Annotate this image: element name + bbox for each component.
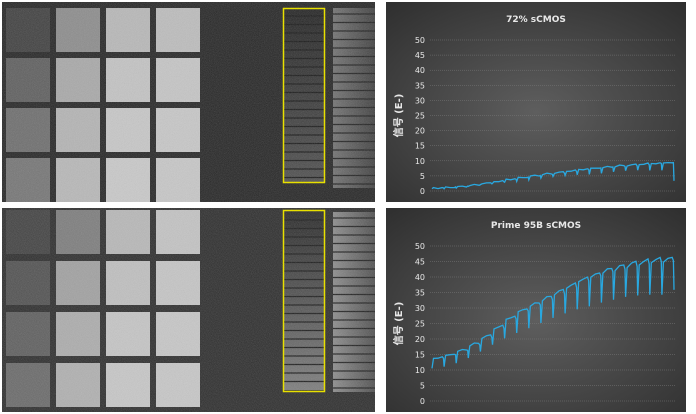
- highlight-box: [282, 7, 326, 184]
- chart-background: [386, 208, 686, 412]
- sensor-image-top-svg: [2, 2, 375, 202]
- y-tick-label: 0: [420, 187, 425, 196]
- sensor-image-bottom: [2, 208, 375, 412]
- signal-series-line: [431, 256, 675, 369]
- chart-72-scmos-svg: 72% sCMOS 0 5 10 15 20 25 30 35 40 45 50 信号 (E-): [386, 2, 686, 202]
- y-tick-label: 5: [420, 382, 425, 391]
- y-tick-label: 40: [415, 66, 425, 75]
- chart-gridlines: [430, 39, 676, 192]
- y-tick-label: 30: [415, 304, 425, 313]
- chart-72-scmos: 72% sCMOS 0 5 10 15 20 25 30 35 40 45 50 信号 (E-): [386, 2, 686, 202]
- sensor-image-bottom-svg: [2, 208, 375, 412]
- sensor-noise: [2, 2, 375, 202]
- y-tick-label: 15: [415, 142, 425, 151]
- y-tick-label: 45: [415, 258, 425, 267]
- y-tick-label: 10: [415, 366, 425, 375]
- sensor-noise: [2, 208, 375, 412]
- y-axis-label: 信号 (E-): [392, 94, 405, 138]
- chart-title: 72% sCMOS: [506, 15, 566, 25]
- y-tick-label: 10: [415, 157, 425, 166]
- sensor-image-top: [2, 2, 375, 202]
- y-tick-label: 35: [415, 289, 425, 298]
- highlight-box: [282, 209, 326, 393]
- y-tick-label: 25: [415, 320, 425, 329]
- y-tick-label: 20: [415, 127, 425, 136]
- chart-background: [386, 2, 686, 202]
- y-tick-label: 5: [420, 172, 425, 181]
- y-tick-label: 15: [415, 351, 425, 360]
- chart-prime-95b: Prime 95B sCMOS 0 5 10 15 20 25 30 35 40 45 50 信号 …: [386, 208, 686, 412]
- chart-prime-95b-svg: Prime 95B sCMOS 0 5 10 15 20 25 30 35 40 45 50 信号 …: [386, 208, 686, 412]
- y-tick-label: 40: [415, 273, 425, 282]
- signal-series-line: [431, 161, 675, 190]
- y-tick-labels: 0 5 10 15 20 25 30 35 40 45 50: [415, 242, 425, 406]
- y-tick-label: 50: [415, 36, 425, 45]
- y-axis-label: 信号 (E-): [392, 302, 405, 346]
- y-tick-label: 0: [420, 397, 425, 406]
- y-tick-label: 20: [415, 335, 425, 344]
- y-tick-label: 30: [415, 96, 425, 105]
- y-tick-label: 25: [415, 112, 425, 121]
- y-tick-labels: 0 5 10 15 20 25 30 35 40 45 50: [415, 36, 425, 196]
- y-tick-label: 45: [415, 51, 425, 60]
- y-tick-label: 35: [415, 81, 425, 90]
- chart-title: Prime 95B sCMOS: [491, 221, 581, 231]
- y-tick-label: 50: [415, 242, 425, 251]
